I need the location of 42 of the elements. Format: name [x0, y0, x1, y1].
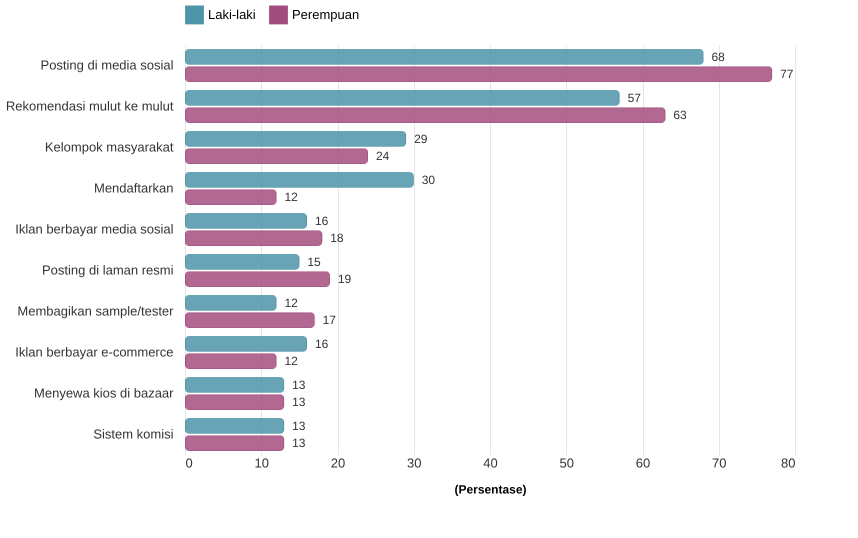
data-label: 15	[307, 254, 322, 269]
data-label: 19	[338, 272, 352, 286]
x-tick-label: 80	[781, 456, 796, 470]
y-tick-label: Menyewa kios di bazaar	[34, 386, 174, 400]
x-tick-label: 20	[330, 456, 346, 470]
y-tick-label: Iklan berbayar e-commerce	[15, 344, 174, 360]
data-label: 24	[376, 149, 390, 164]
data-label: 13	[292, 395, 306, 410]
x-tick-label: 60	[636, 456, 650, 470]
data-label: 13	[292, 378, 306, 392]
data-label: 13	[292, 418, 306, 433]
data-label: 12	[284, 354, 298, 368]
y-tick-label: Sistem komisi	[93, 426, 174, 442]
data-label: 30	[422, 172, 436, 187]
data-label: 16	[315, 214, 329, 228]
data-label: 77	[780, 67, 794, 82]
x-tick-label: 0	[186, 456, 193, 470]
y-tick-label: Iklan berbayar media sosial	[15, 222, 174, 236]
legend-label: Perempuan	[292, 6, 360, 22]
x-tick-label: 30	[407, 456, 422, 470]
x-axis-title: (Persentase)	[454, 482, 527, 496]
y-tick-label: Posting di laman resmi	[42, 262, 174, 278]
x-tick-label: 10	[254, 456, 269, 470]
x-tick-label: 50	[560, 456, 574, 470]
data-label: 17	[322, 313, 336, 328]
x-tick-label: 40	[483, 456, 498, 470]
data-label: 12	[284, 190, 298, 204]
data-label: 12	[284, 296, 298, 310]
data-label: 63	[673, 108, 688, 122]
x-tick-label: 70	[712, 456, 726, 470]
data-label: 29	[414, 132, 428, 146]
y-tick-label: Rekomendasi mulut ke mulut	[6, 98, 174, 114]
data-label: 57	[628, 90, 642, 105]
y-tick-label: Mendaftarkan	[94, 180, 174, 196]
data-label: 18	[330, 231, 344, 246]
legend-label: Laki-laki	[208, 6, 256, 22]
y-tick-label: Membagikan sample/tester	[17, 304, 174, 318]
y-tick-label: Kelompok masyarakat	[44, 140, 174, 154]
data-label: 13	[292, 436, 306, 450]
data-label: 68	[712, 50, 726, 64]
y-tick-label: Posting di media sosial	[40, 58, 174, 72]
data-label: 16	[315, 336, 329, 351]
